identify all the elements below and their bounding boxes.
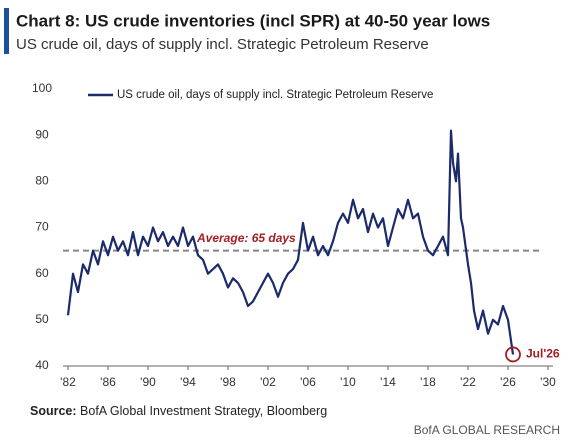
x-tick-label: '26: [500, 375, 516, 389]
y-tick-label: 100: [32, 81, 52, 95]
chart-subtitle: US crude oil, days of supply incl. Strat…: [16, 36, 429, 53]
y-tick-label: 70: [35, 220, 49, 234]
x-tick-label: '14: [380, 375, 396, 389]
x-tick-label: '06: [300, 375, 316, 389]
x-tick-label: '22: [460, 375, 476, 389]
y-tick-label: 50: [35, 312, 49, 326]
x-tick-label: '98: [220, 375, 236, 389]
y-tick-label: 80: [35, 174, 49, 188]
x-tick-label: '30: [540, 375, 556, 389]
x-tick-label: '86: [100, 375, 116, 389]
x-tick-label: '82: [60, 375, 76, 389]
x-tick-label: '18: [420, 375, 436, 389]
source-label: Source:: [30, 404, 77, 418]
legend-label: US crude oil, days of supply incl. Strat…: [117, 89, 433, 101]
source: Source: BofA Global Investment Strategy,…: [30, 404, 327, 418]
y-tick-label: 90: [35, 127, 49, 141]
average-label: Average: 65 days: [196, 231, 296, 245]
end-label: Jul'26: [526, 347, 560, 361]
source-text: BofA Global Investment Strategy, Bloombe…: [80, 404, 327, 418]
chart-title: Chart 8: US crude inventories (incl SPR)…: [16, 11, 490, 30]
end-marker: [505, 346, 521, 363]
x-tick-label: '02: [260, 375, 276, 389]
data-line: [66, 129, 515, 355]
x-tick-label: '94: [180, 375, 196, 389]
title-bar: [4, 8, 9, 54]
x-tick-label: '90: [140, 375, 156, 389]
brand: BofA GLOBAL RESEARCH: [414, 423, 560, 437]
y-tick-label: 60: [35, 266, 49, 280]
x-tick-label: '10: [340, 375, 356, 389]
y-tick-label: 40: [35, 358, 49, 372]
